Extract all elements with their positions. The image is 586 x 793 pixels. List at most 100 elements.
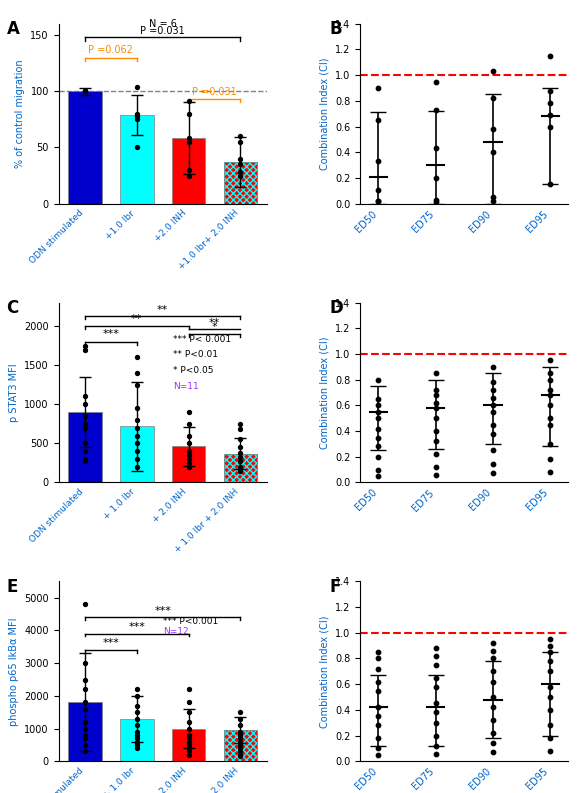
Point xyxy=(431,747,441,760)
Text: ***: *** xyxy=(103,638,120,649)
Point xyxy=(431,461,441,473)
Point xyxy=(546,412,555,424)
Point xyxy=(236,451,245,464)
Point xyxy=(546,419,555,431)
Bar xyxy=(223,162,257,204)
Point xyxy=(132,732,141,745)
Point xyxy=(546,367,555,380)
Point xyxy=(546,50,555,63)
Point xyxy=(132,726,141,738)
Point xyxy=(80,454,90,467)
Point xyxy=(488,191,498,204)
Text: *: * xyxy=(212,322,217,332)
Point xyxy=(184,749,193,761)
Point xyxy=(184,163,193,176)
Point xyxy=(80,437,90,450)
Point xyxy=(132,414,141,427)
Point xyxy=(132,719,141,732)
Point xyxy=(374,719,383,732)
Point xyxy=(431,396,441,409)
Point xyxy=(374,374,383,386)
Point xyxy=(132,742,141,755)
Point xyxy=(80,445,90,458)
Point xyxy=(431,367,441,380)
Point xyxy=(132,453,141,465)
Point xyxy=(488,652,498,665)
Point xyxy=(431,730,441,742)
Point xyxy=(184,732,193,745)
Point xyxy=(132,729,141,741)
Point xyxy=(488,714,498,726)
Point xyxy=(488,458,498,471)
Bar xyxy=(172,446,206,482)
Text: *** P<0.001: *** P<0.001 xyxy=(163,617,218,626)
Point xyxy=(132,683,141,695)
Point xyxy=(184,95,193,108)
Point xyxy=(132,107,141,120)
Point xyxy=(80,732,90,745)
Point xyxy=(546,374,555,386)
Text: ** P<0.01: ** P<0.01 xyxy=(173,351,218,359)
Bar xyxy=(68,91,102,204)
Point xyxy=(546,178,555,191)
Point xyxy=(132,109,141,122)
Point xyxy=(374,82,383,94)
Point xyxy=(374,469,383,482)
Point xyxy=(80,417,90,430)
Point xyxy=(80,85,90,98)
Point xyxy=(184,716,193,729)
Point xyxy=(374,431,383,444)
Point xyxy=(184,453,193,465)
Point xyxy=(132,461,141,473)
Point xyxy=(431,104,441,117)
Bar xyxy=(223,730,257,761)
Point xyxy=(132,738,141,751)
Point xyxy=(374,393,383,405)
Point xyxy=(546,703,555,716)
Point xyxy=(80,339,90,352)
Point xyxy=(236,461,245,473)
Text: * P<0.05: * P<0.05 xyxy=(173,366,213,375)
Point xyxy=(184,445,193,458)
Point xyxy=(431,142,441,155)
Point xyxy=(236,455,245,468)
Point xyxy=(184,696,193,709)
Point xyxy=(184,457,193,469)
Bar xyxy=(223,730,257,761)
Point xyxy=(80,453,90,465)
Point xyxy=(184,429,193,442)
Point xyxy=(236,446,245,459)
Point xyxy=(431,384,441,396)
Point xyxy=(80,683,90,695)
Point xyxy=(184,136,193,148)
Point xyxy=(431,193,441,206)
Point xyxy=(236,719,245,732)
Point xyxy=(132,113,141,126)
Point xyxy=(132,141,141,154)
Point xyxy=(488,405,498,418)
Point xyxy=(80,657,90,669)
Text: P =0.062: P =0.062 xyxy=(88,45,133,56)
Point xyxy=(236,465,245,477)
Point xyxy=(80,85,90,98)
Point xyxy=(546,732,555,745)
Point xyxy=(132,706,141,718)
Point xyxy=(80,696,90,709)
Point xyxy=(488,691,498,703)
Point xyxy=(80,598,90,611)
Point xyxy=(236,158,245,170)
Point xyxy=(236,130,245,143)
Point xyxy=(132,690,141,703)
Point xyxy=(374,450,383,463)
Point xyxy=(132,445,141,458)
Point xyxy=(184,742,193,755)
Text: **: ** xyxy=(157,305,168,315)
Y-axis label: % of control migration: % of control migration xyxy=(15,59,25,168)
Bar xyxy=(223,162,257,204)
Point xyxy=(488,637,498,649)
Point xyxy=(236,745,245,758)
Text: E: E xyxy=(6,578,18,596)
Bar xyxy=(172,139,206,204)
Point xyxy=(431,196,441,209)
Point xyxy=(546,389,555,401)
